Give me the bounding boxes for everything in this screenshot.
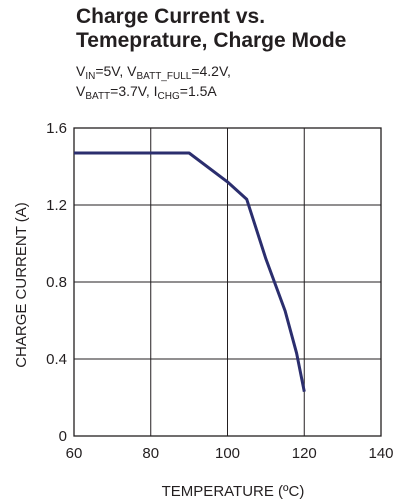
x-tick-label: 60: [66, 445, 83, 462]
vbatt-value: =3.7V,: [110, 83, 154, 99]
y-tick-label: 0: [59, 428, 67, 445]
test-conditions-line-1: VIN=5V, VBATT_FULL=4.2V,: [76, 63, 231, 82]
x-axis-label: TEMPERATURE (ºC): [162, 483, 305, 500]
series-line: [74, 151, 306, 392]
x-tick-labels: 60 80 100 120 140: [66, 445, 393, 462]
y-axis-label: CHARGE CURRENT (A): [13, 202, 30, 368]
vin-value: =5V,: [95, 63, 128, 79]
x-tick-label: 120: [292, 445, 317, 462]
vin-subscript: IN: [85, 71, 96, 82]
data-series: [74, 151, 306, 392]
vbatt-symbol: V: [76, 83, 86, 99]
y-tick-label: 0.4: [46, 351, 67, 368]
y-tick-label: 0.8: [46, 274, 67, 291]
x-tick-label: 100: [215, 445, 240, 462]
x-tick-label: 80: [142, 445, 159, 462]
test-conditions-line-2: VBATT=3.7V, ICHG=1.5A: [76, 83, 217, 102]
y-tick-labels: 0 0.4 0.8 1.2 1.6: [46, 120, 67, 445]
ichg-subscript: CHG: [157, 91, 180, 102]
chart-title-line-2: Temeprature, Charge Mode: [76, 29, 347, 52]
x-tick-label: 140: [368, 445, 393, 462]
grid-lines: [74, 128, 381, 436]
vbatt-subscript: BATT: [85, 91, 111, 102]
y-tick-label: 1.2: [46, 197, 67, 214]
ichg-value: =1.5A: [179, 83, 217, 99]
plot-area-frame: [73, 127, 382, 437]
chart-title-line-1: Charge Current vs.: [76, 5, 266, 28]
vbatt-full-symbol: V: [127, 63, 137, 79]
vin-symbol: V: [76, 63, 86, 79]
y-tick-label: 1.6: [46, 120, 67, 137]
ichg-symbol: I: [153, 83, 158, 99]
vbatt-full-value: =4.2V,: [191, 63, 231, 79]
vbatt-full-subscript: BATT_FULL: [136, 71, 192, 82]
